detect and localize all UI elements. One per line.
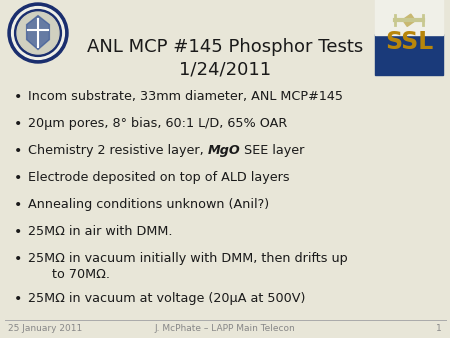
Text: 25MΩ in air with DMM.: 25MΩ in air with DMM. [28,225,172,238]
Circle shape [8,3,68,63]
Text: 25MΩ in vacuum initially with DMM, then drifts up
      to 70MΩ.: 25MΩ in vacuum initially with DMM, then … [28,252,348,281]
Circle shape [17,12,59,54]
Bar [375,0,443,35]
Text: •: • [14,225,22,239]
Text: •: • [14,198,22,212]
Text: 25MΩ in vacuum at voltage (20μA at 500V): 25MΩ in vacuum at voltage (20μA at 500V) [28,292,306,305]
Text: Electrode deposited on top of ALD layers: Electrode deposited on top of ALD layers [28,171,290,184]
Text: Incom substrate, 33mm diameter, ANL MCP#145: Incom substrate, 33mm diameter, ANL MCP#… [28,90,343,103]
Text: J. McPhate – LAPP Main Telecon: J. McPhate – LAPP Main Telecon [155,324,295,333]
Text: Annealing conditions unknown (Anil?): Annealing conditions unknown (Anil?) [28,198,269,211]
Text: ANL MCP #145 Phosphor Tests
1/24/2011: ANL MCP #145 Phosphor Tests 1/24/2011 [87,38,363,79]
Text: SSL: SSL [385,30,433,54]
Text: •: • [14,144,22,158]
Text: •: • [14,292,22,306]
Text: •: • [14,252,22,266]
Polygon shape [27,16,50,49]
Text: •: • [14,171,22,185]
Text: MgO: MgO [208,144,240,157]
Bar [375,34,443,75]
Circle shape [12,7,64,59]
Text: SEE layer: SEE layer [240,144,305,157]
Text: •: • [14,90,22,104]
Text: 20μm pores, 8° bias, 60:1 L/D, 65% OAR: 20μm pores, 8° bias, 60:1 L/D, 65% OAR [28,117,287,130]
Text: 1: 1 [436,324,442,333]
Text: •: • [14,117,22,131]
Text: UC Berkeley: UC Berkeley [388,54,430,60]
Text: Chemistry 2 resistive layer,: Chemistry 2 resistive layer, [28,144,208,157]
Text: 25 January 2011: 25 January 2011 [8,324,82,333]
Circle shape [14,9,61,56]
Bar [403,14,415,26]
